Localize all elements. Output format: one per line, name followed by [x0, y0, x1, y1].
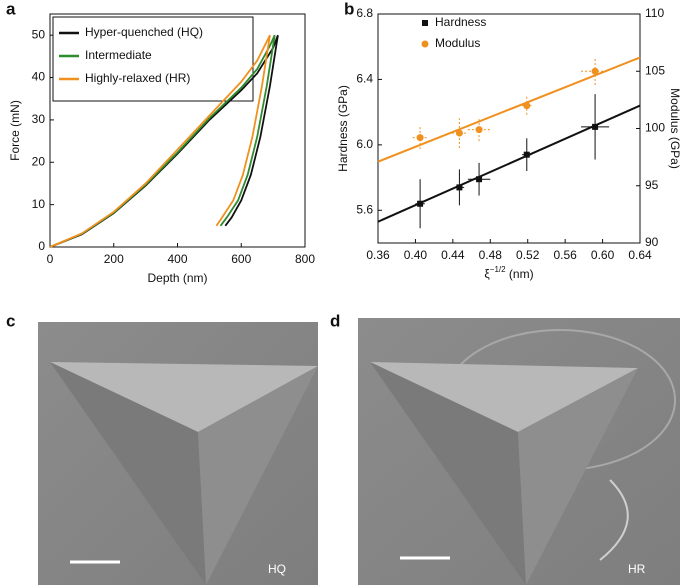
y-tick-label: 5.6 [356, 202, 373, 216]
x-tick-label: 0.40 [404, 248, 428, 262]
panel-label: b [344, 0, 354, 18]
y2-tick-label: 90 [645, 235, 659, 249]
point [592, 123, 599, 130]
legend-label: Highly-relaxed (HR) [85, 71, 190, 85]
x-tick-label: 0.48 [479, 248, 503, 262]
y-tick-label: 6.4 [356, 72, 373, 86]
fit-line [377, 56, 641, 163]
y2-axis-label: Modulus (GPa) [668, 88, 682, 169]
x-axis-label: ξ−1/2 (nm) [484, 265, 533, 281]
y2-tick-label: 100 [645, 121, 665, 135]
x-axis-label-part: (nm) [506, 267, 534, 281]
legend-label: Hardness [435, 15, 486, 29]
panel-label: c [6, 311, 15, 330]
y-tick-label: 0 [38, 239, 45, 253]
legend-label: Modulus [435, 36, 480, 50]
y-tick-label: 6.8 [356, 6, 373, 20]
x-tick-label: 0.52 [516, 248, 540, 262]
x-axis-label-part: ξ [484, 267, 490, 281]
panel-label: a [6, 0, 16, 18]
legend-swatch [422, 20, 428, 26]
x-tick-label: 0.64 [628, 248, 652, 262]
sem-image: HR [358, 318, 680, 585]
point [523, 102, 531, 110]
point [475, 126, 483, 134]
y-axis-label: Hardness (GPa) [336, 85, 350, 172]
x-tick-label: 600 [231, 252, 251, 266]
plot-frame [377, 13, 641, 244]
point [455, 129, 463, 137]
point [456, 184, 463, 191]
panel-label: d [330, 311, 340, 330]
x-tick-label: 0.60 [591, 248, 615, 262]
line-series [49, 34, 271, 248]
y-tick-label: 30 [32, 112, 46, 126]
point [417, 200, 424, 207]
legend-label: Hyper-quenched (HQ) [85, 25, 203, 39]
image-label: HQ [268, 562, 286, 576]
point [416, 134, 424, 142]
x-axis-label: Depth (nm) [147, 271, 207, 285]
y-tick-label: 40 [32, 70, 46, 84]
image-label: HR [628, 562, 646, 576]
x-tick-label: 800 [295, 252, 315, 266]
y-tick-label: 6.0 [356, 137, 373, 151]
legend-box [52, 16, 254, 102]
point [591, 67, 599, 75]
x-tick-label: 400 [167, 252, 187, 266]
x-tick-label: 0 [47, 252, 54, 266]
x-axis-label-part: −1/2 [490, 265, 506, 274]
x-tick-label: 0.56 [553, 248, 577, 262]
y2-tick-label: 105 [645, 63, 665, 77]
y-tick-label: 50 [32, 27, 46, 41]
legend-swatch [421, 40, 429, 48]
y-tick-label: 20 [32, 154, 46, 168]
y2-tick-label: 110 [645, 6, 664, 20]
point [523, 151, 530, 158]
x-tick-label: 200 [104, 252, 124, 266]
point [476, 176, 483, 183]
sem-image: HQ [38, 322, 318, 585]
legend-label: Intermediate [85, 48, 152, 62]
y-tick-label: 10 [32, 197, 46, 211]
y2-tick-label: 95 [645, 178, 659, 192]
x-tick-label: 0.36 [366, 248, 390, 262]
y-axis-label: Force (mN) [8, 100, 22, 161]
x-tick-label: 0.44 [441, 248, 465, 262]
